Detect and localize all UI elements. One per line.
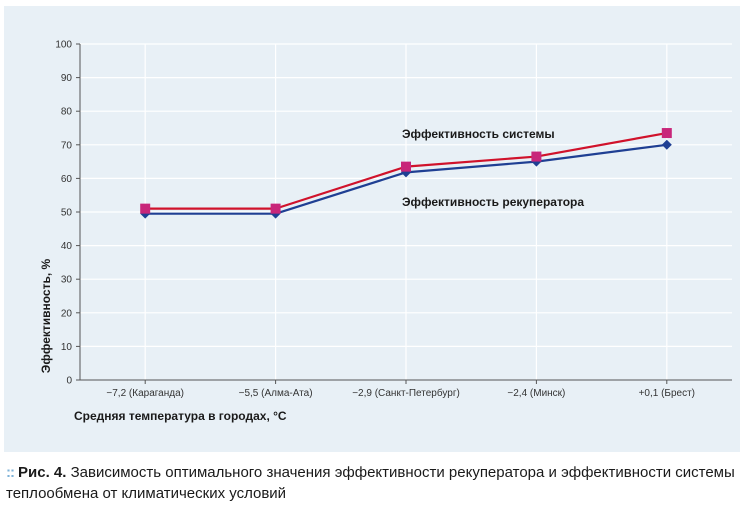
grid-lines [80, 43, 732, 380]
y-tick-label: 80 [61, 107, 73, 118]
y-tick-label: 40 [61, 241, 73, 252]
y-tick-label: 60 [61, 174, 73, 185]
y-axis-title: Эффективность, % [39, 258, 53, 373]
series-label-system: Эффективность системы [402, 127, 555, 141]
y-tick-label: 20 [61, 308, 73, 319]
y-tick-label: 70 [61, 140, 73, 151]
y-tick-label: 100 [55, 40, 72, 51]
y-tick-label: 30 [61, 275, 73, 286]
point-marker-system [140, 203, 151, 214]
x-tick-label: −7,2 (Караганда) [106, 388, 184, 399]
y-tick-label: 10 [61, 342, 73, 353]
y-tick-labels: 0 10 20 30 40 50 60 70 80 90 100 [55, 40, 72, 387]
series-label-recuperator: Эффективность рекуператора [402, 195, 584, 209]
x-tick-label: −2,9 (Санкт-Петербург) [352, 387, 460, 399]
point-marker-system [401, 161, 411, 172]
y-tick-label: 90 [61, 73, 73, 84]
series-markers [140, 128, 672, 219]
chart-panel: 0 10 20 30 40 50 60 70 80 90 100 −7,2 (Караганда) −… [4, 6, 740, 452]
x-tick-label: +0,1 (Брест) [639, 388, 695, 399]
x-tick-label: −5,5 (Алма-Ата) [239, 388, 313, 399]
figure-caption: :: Рис. 4. Зависимость оптимального значе… [6, 462, 742, 504]
dots-icon: :: [6, 464, 15, 481]
point-marker-recuperator [661, 139, 672, 150]
x-tick-labels: −7,2 (Караганда) −5,5 (Алма-Ата) −2,9 (Сан… [106, 387, 695, 399]
caption-label: Рис. 4. [18, 464, 67, 481]
x-axis-title: Средняя температура в городах, °С [74, 409, 287, 423]
axes [76, 43, 732, 384]
y-tick-label: 50 [61, 208, 73, 219]
point-marker-system [661, 128, 672, 139]
point-marker-system [531, 151, 542, 162]
x-tick-label: −2,4 (Минск) [507, 388, 565, 399]
caption-text: Зависимость оптимального значения эффект… [6, 464, 735, 502]
y-tick-label: 0 [66, 376, 72, 387]
point-marker-system [270, 203, 281, 214]
